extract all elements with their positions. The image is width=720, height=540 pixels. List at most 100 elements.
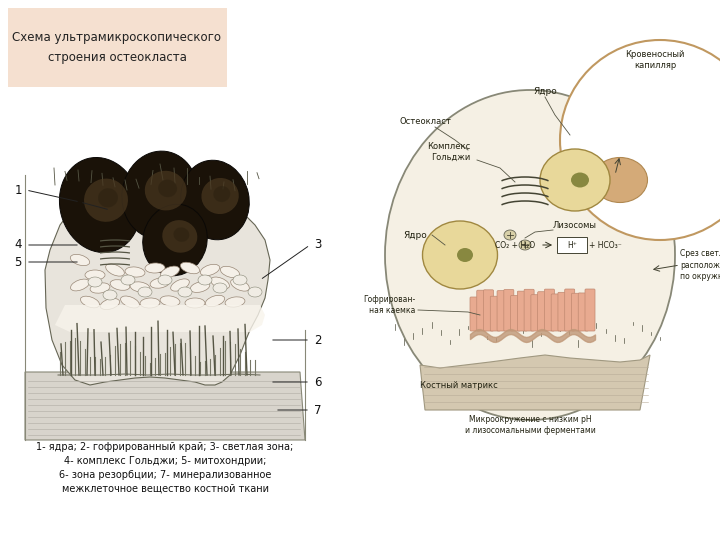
FancyBboxPatch shape [477,290,487,331]
FancyBboxPatch shape [558,292,568,331]
Text: Срез светлой зоны,
расположенной
по окружности: Срез светлой зоны, расположенной по окру… [680,249,720,281]
Ellipse shape [233,275,247,285]
Ellipse shape [90,283,110,293]
Ellipse shape [230,279,249,291]
Text: 3: 3 [315,239,322,252]
Text: 4: 4 [14,239,22,252]
Ellipse shape [202,178,239,214]
FancyBboxPatch shape [490,296,500,331]
Ellipse shape [171,279,189,291]
Ellipse shape [181,262,199,274]
Polygon shape [420,355,650,410]
FancyBboxPatch shape [524,289,534,331]
Ellipse shape [519,240,531,250]
FancyBboxPatch shape [470,297,480,331]
FancyBboxPatch shape [518,291,527,331]
Ellipse shape [225,297,245,307]
Ellipse shape [210,277,230,289]
Ellipse shape [190,281,210,293]
Ellipse shape [205,295,225,307]
Text: 7: 7 [314,403,322,416]
Text: Костный матрикс: Костный матрикс [420,381,498,389]
Text: 1: 1 [14,184,22,197]
Text: Лизосомы: Лизосомы [553,220,597,230]
Text: Схема ультрамикроскопического: Схема ультрамикроскопического [12,30,222,44]
Ellipse shape [385,90,675,420]
Ellipse shape [88,277,102,287]
Ellipse shape [457,248,473,262]
Polygon shape [55,305,265,332]
Text: Ядро: Ядро [403,231,427,240]
FancyBboxPatch shape [564,289,575,331]
Ellipse shape [423,221,498,289]
Ellipse shape [145,171,186,211]
Ellipse shape [140,298,160,308]
Ellipse shape [130,282,150,292]
Text: CO₂ + H₂O: CO₂ + H₂O [495,240,535,249]
Text: Остеокласт: Остеокласт [400,118,452,126]
Ellipse shape [162,220,197,253]
Ellipse shape [161,266,179,278]
Ellipse shape [504,230,516,240]
Text: 2: 2 [314,334,322,347]
FancyBboxPatch shape [484,290,493,331]
FancyBboxPatch shape [531,295,541,331]
Text: Микроокружение с низким pH
и лизосомальными ферментами: Микроокружение с низким pH и лизосомальн… [464,415,595,435]
Ellipse shape [120,296,140,308]
Ellipse shape [213,283,227,293]
Text: H⁺: H⁺ [567,240,577,249]
FancyBboxPatch shape [544,289,554,331]
Ellipse shape [200,264,220,276]
Text: Гофрирован-
ная каемка: Гофрирован- ная каемка [363,295,415,315]
Ellipse shape [106,264,125,276]
Ellipse shape [138,287,152,297]
Text: Комплекс
Гольджи: Комплекс Гольджи [427,143,470,161]
FancyBboxPatch shape [497,291,507,331]
FancyBboxPatch shape [8,8,227,87]
Ellipse shape [110,280,130,291]
FancyBboxPatch shape [572,293,582,331]
Text: 6: 6 [314,375,322,388]
FancyBboxPatch shape [538,292,548,331]
Ellipse shape [198,275,212,285]
Ellipse shape [158,180,177,197]
Ellipse shape [540,149,610,211]
Ellipse shape [122,151,198,239]
Ellipse shape [185,298,205,308]
Ellipse shape [560,40,720,240]
Text: Кровеносный
капилляр: Кровеносный капилляр [625,50,685,70]
Ellipse shape [158,275,172,285]
Ellipse shape [84,179,128,222]
Ellipse shape [71,254,90,266]
Ellipse shape [174,227,189,242]
Ellipse shape [85,270,105,280]
Ellipse shape [143,204,207,276]
FancyBboxPatch shape [585,289,595,331]
Ellipse shape [178,287,192,297]
Ellipse shape [103,290,117,300]
Ellipse shape [220,266,240,278]
Ellipse shape [81,296,99,308]
Text: строения остеокласта: строения остеокласта [48,51,186,64]
Text: 1- ядра; 2- гофрированный край; 3- светлая зона;
4- комплекс Гольджи; 5- митохон: 1- ядра; 2- гофрированный край; 3- светл… [37,442,294,494]
Ellipse shape [593,158,647,202]
Ellipse shape [125,267,145,277]
Ellipse shape [213,186,230,202]
FancyBboxPatch shape [510,295,521,331]
Ellipse shape [150,278,170,288]
Text: Ядро: Ядро [533,87,557,97]
Ellipse shape [160,296,180,306]
Ellipse shape [100,299,120,309]
Ellipse shape [60,158,140,253]
FancyBboxPatch shape [504,289,514,331]
Polygon shape [25,372,305,440]
FancyBboxPatch shape [552,294,561,331]
Text: 5: 5 [14,255,22,268]
Ellipse shape [145,263,165,273]
Ellipse shape [571,172,589,187]
FancyBboxPatch shape [578,293,588,331]
FancyBboxPatch shape [557,237,587,253]
Ellipse shape [121,275,135,285]
Text: + HCO₃⁻: + HCO₃⁻ [589,240,621,249]
Ellipse shape [248,287,262,297]
